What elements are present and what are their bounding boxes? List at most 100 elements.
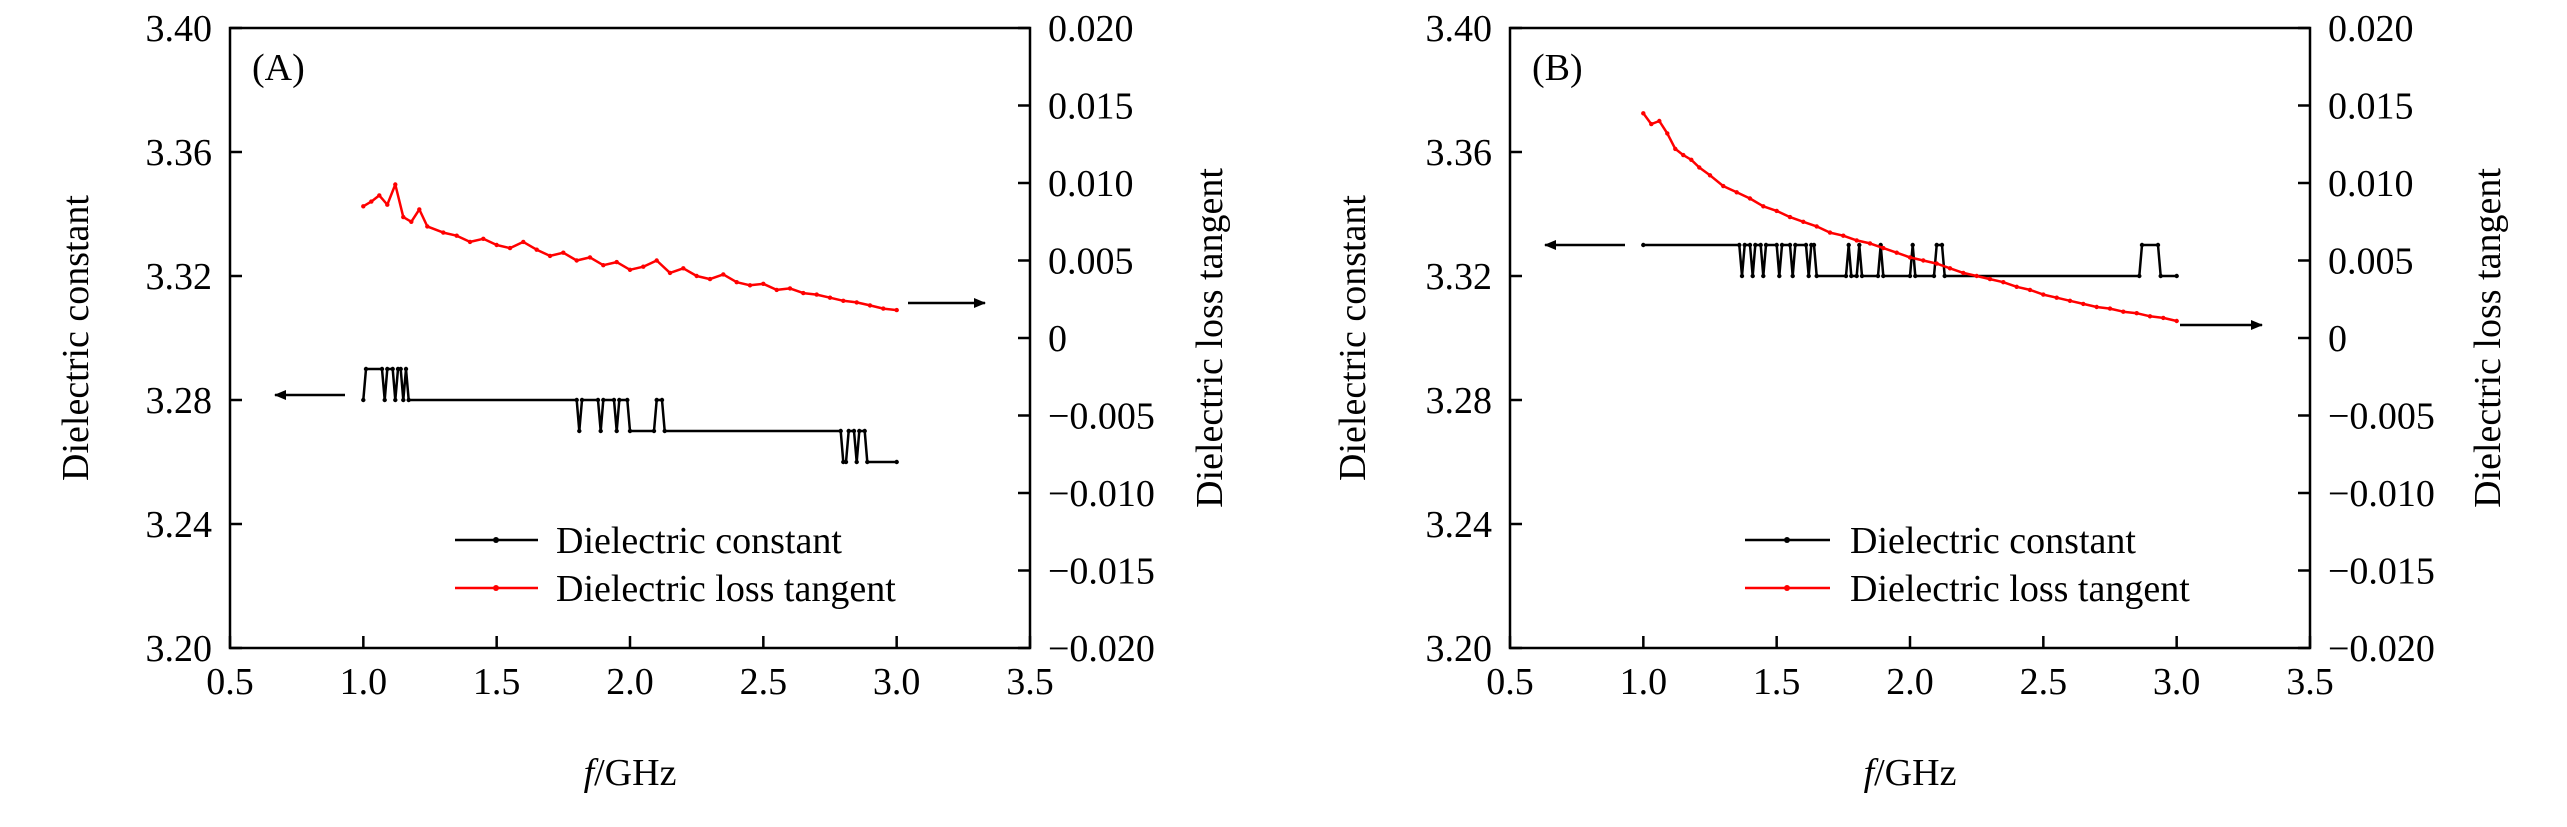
data-point-dielectric-constant xyxy=(854,459,859,465)
y-tick-label: 3.36 xyxy=(146,132,213,174)
data-point-dielectric-constant xyxy=(662,428,667,434)
data-point-dielectric-constant xyxy=(379,366,385,372)
x-tick-label: 0.5 xyxy=(206,661,254,703)
data-point-dielectric-loss-tangent xyxy=(1787,214,1793,220)
data-point-dielectric-loss-tangent xyxy=(894,307,899,313)
x-axis-title: f/GHz xyxy=(584,752,677,794)
data-point-dielectric-loss-tangent xyxy=(1827,230,1833,235)
y2-tick-label: 0.010 xyxy=(2328,163,2414,205)
x-tick-label: 0.5 xyxy=(1486,661,1534,703)
data-point-dielectric-loss-tangent xyxy=(1721,183,1726,189)
data-point-dielectric-constant xyxy=(1742,242,1747,248)
data-point-dielectric-loss-tangent xyxy=(393,182,398,187)
data-point-dielectric-constant xyxy=(1763,242,1769,248)
y2-tick-label: −0.005 xyxy=(2328,396,2435,438)
data-point-dielectric-constant xyxy=(398,366,403,372)
data-point-dielectric-loss-tangent xyxy=(1665,131,1670,136)
data-point-dielectric-loss-tangent xyxy=(1697,165,1702,170)
data-point-dielectric-loss-tangent xyxy=(521,239,526,245)
data-point-dielectric-loss-tangent xyxy=(1649,121,1654,127)
data-point-dielectric-constant xyxy=(627,428,633,434)
data-point-dielectric-constant xyxy=(1854,273,1859,279)
data-point-dielectric-loss-tangent xyxy=(2001,280,2006,285)
data-point-dielectric-loss-tangent xyxy=(2027,287,2033,293)
data-point-dielectric-loss-tangent xyxy=(1881,245,1886,251)
data-point-dielectric-constant xyxy=(1803,242,1809,248)
data-point-dielectric-constant xyxy=(2139,242,2145,248)
y-tick-label: 3.28 xyxy=(1426,380,1493,422)
data-point-dielectric-loss-tangent xyxy=(1673,146,1678,152)
data-point-dielectric-constant xyxy=(1910,242,1915,248)
data-point-dielectric-constant xyxy=(865,459,870,465)
series-layer xyxy=(1641,111,2179,324)
data-point-dielectric-constant xyxy=(617,397,622,403)
legend: Dielectric constant Dielectric loss tang… xyxy=(1745,520,2190,610)
data-point-dielectric-constant xyxy=(838,428,843,434)
data-point-dielectric-constant xyxy=(390,366,395,372)
data-point-dielectric-constant xyxy=(843,459,849,465)
data-point-dielectric-constant xyxy=(659,397,665,403)
y-axis-left: 3.20 3.24 3.28 3.32 3.36 3.40 xyxy=(1426,8,1522,670)
y-tick-label: 3.40 xyxy=(1426,8,1493,50)
data-point-dielectric-loss-tangent xyxy=(801,290,806,296)
data-point-dielectric-loss-tangent xyxy=(1921,258,1926,263)
data-point-dielectric-constant xyxy=(595,397,601,403)
data-point-dielectric-loss-tangent xyxy=(2054,295,2059,300)
data-point-dielectric-loss-tangent xyxy=(694,273,699,279)
data-point-dielectric-loss-tangent xyxy=(417,207,422,212)
series-line-dielectric-constant xyxy=(1643,243,2177,278)
x-tick-label: 3.5 xyxy=(2286,661,2334,703)
data-point-dielectric-loss-tangent xyxy=(601,263,606,268)
data-point-dielectric-loss-tangent xyxy=(854,300,859,305)
data-point-dielectric-loss-tangent xyxy=(2107,306,2113,311)
data-point-dielectric-constant xyxy=(1793,242,1798,248)
x-tick-label: 3.5 xyxy=(1006,661,1054,703)
data-point-dielectric-loss-tangent xyxy=(721,272,726,277)
data-point-dielectric-constant xyxy=(1761,273,1766,279)
data-point-dielectric-constant xyxy=(894,459,899,465)
data-point-dielectric-constant xyxy=(862,428,867,434)
data-point-dielectric-loss-tangent xyxy=(1814,224,1819,229)
data-point-dielectric-constant xyxy=(846,428,851,434)
data-point-dielectric-constant xyxy=(1753,242,1758,248)
y2-tick-label: −0.015 xyxy=(1048,551,1155,593)
y-tick-label: 3.24 xyxy=(1426,504,1493,546)
data-point-dielectric-loss-tangent xyxy=(574,258,579,263)
data-point-dielectric-loss-tangent xyxy=(1961,270,1966,276)
data-point-dielectric-loss-tangent xyxy=(1657,118,1662,124)
data-point-dielectric-loss-tangent xyxy=(481,236,486,241)
data-point-dielectric-loss-tangent xyxy=(2161,315,2166,321)
data-point-dielectric-constant xyxy=(1811,242,1817,248)
data-point-dielectric-loss-tangent xyxy=(1801,219,1806,224)
data-point-dielectric-constant xyxy=(406,397,411,403)
y2-tick-label: 0.015 xyxy=(2328,86,2414,128)
data-point-dielectric-loss-tangent xyxy=(654,258,659,263)
data-point-dielectric-constant xyxy=(2158,273,2163,279)
data-point-dielectric-loss-tangent xyxy=(2081,301,2086,307)
data-point-dielectric-constant xyxy=(1859,273,1865,279)
legend-label-dielectric-constant: Dielectric constant xyxy=(556,520,842,562)
data-point-dielectric-loss-tangent xyxy=(827,295,833,300)
series-layer xyxy=(361,182,899,465)
data-point-dielectric-loss-tangent xyxy=(747,283,753,288)
data-point-dielectric-constant xyxy=(614,428,619,434)
data-point-dielectric-constant xyxy=(401,397,406,403)
legend-label-dielectric-constant: Dielectric constant xyxy=(1850,520,2136,562)
data-point-dielectric-constant xyxy=(1846,242,1851,248)
y-axis-right: −0.020 −0.015 −0.010 −0.005 0 0.005 0.010 0.015… xyxy=(2298,8,2435,670)
data-point-dielectric-loss-tangent xyxy=(787,286,793,291)
data-point-dielectric-loss-tangent xyxy=(867,303,873,308)
data-point-dielectric-constant xyxy=(1777,273,1782,279)
y2-axis-title: Dielectric loss tangent xyxy=(2467,168,2509,508)
x-axis-title-unit: /GHz xyxy=(1874,752,1956,794)
data-point-dielectric-loss-tangent xyxy=(1641,111,1646,116)
y2-tick-label: −0.010 xyxy=(2328,473,2435,515)
data-point-dielectric-constant xyxy=(611,397,617,403)
data-point-dielectric-loss-tangent xyxy=(494,242,499,248)
data-point-dielectric-loss-tangent xyxy=(1867,241,1873,246)
y2-tick-label: −0.010 xyxy=(1048,473,1155,515)
data-point-dielectric-loss-tangent xyxy=(361,204,366,209)
data-point-dielectric-constant xyxy=(577,428,582,434)
y2-axis-title: Dielectric loss tangent xyxy=(1189,168,1231,508)
y-tick-label: 3.20 xyxy=(1426,628,1493,670)
